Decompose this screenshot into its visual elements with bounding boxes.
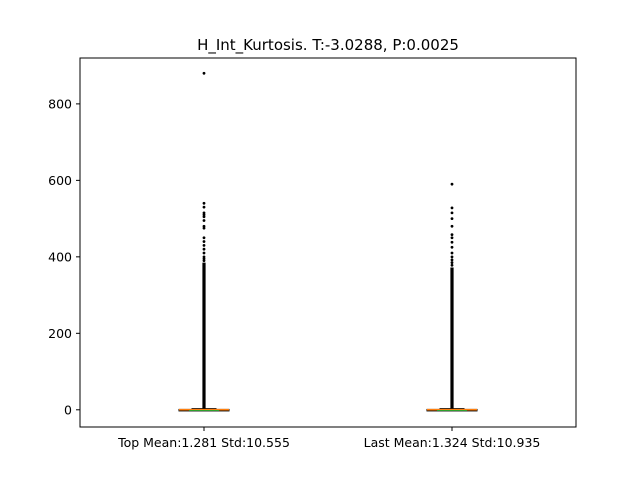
box-series — [426, 182, 478, 412]
outlier-point — [450, 240, 454, 244]
y-tick-label: 800 — [48, 96, 72, 111]
outlier-point — [450, 182, 454, 186]
outlier-point — [450, 206, 454, 210]
outlier-point — [450, 251, 454, 255]
x-axis: Top Mean:1.281 Std:10.555 Last Mean:1.324… — [117, 427, 540, 450]
outlier-point — [450, 217, 454, 221]
outlier-point — [202, 219, 206, 222]
outlier-point — [450, 211, 454, 215]
plot-frame — [79, 57, 577, 428]
outlier-point — [450, 236, 454, 240]
outlier-point — [202, 205, 206, 209]
outlier-point — [450, 245, 454, 249]
outlier-point — [202, 215, 206, 219]
y-tick-label: 0 — [64, 402, 72, 417]
outlier-point — [202, 201, 206, 205]
y-axis: 0 200 400 600 800 — [48, 96, 80, 417]
outlier-point — [202, 226, 206, 230]
plot-area — [178, 71, 478, 412]
x-tick-label: Last Mean:1.324 Std:10.935 — [364, 435, 541, 450]
y-tick-label: 400 — [48, 249, 72, 264]
outlier-point — [450, 258, 454, 262]
outlier-point — [450, 255, 454, 259]
outlier-point — [202, 243, 206, 247]
outlier-point — [202, 71, 206, 75]
chart-title: H_Int_Kurtosis. T:-3.0288, P:0.0025 — [197, 36, 459, 55]
y-tick-label: 200 — [48, 326, 72, 341]
outlier-point — [450, 263, 454, 267]
y-tick-label: 600 — [48, 173, 72, 188]
outlier-point — [450, 224, 454, 228]
x-tick-label: Top Mean:1.281 Std:10.555 — [117, 435, 290, 450]
outlier-point — [450, 261, 454, 264]
outlier-point — [202, 236, 206, 240]
outlier-point — [202, 259, 206, 263]
outlier-point — [450, 233, 454, 237]
outlier-point — [202, 247, 206, 251]
outlier-point — [202, 240, 206, 243]
box-series — [178, 71, 230, 412]
outlier-point — [202, 251, 206, 255]
